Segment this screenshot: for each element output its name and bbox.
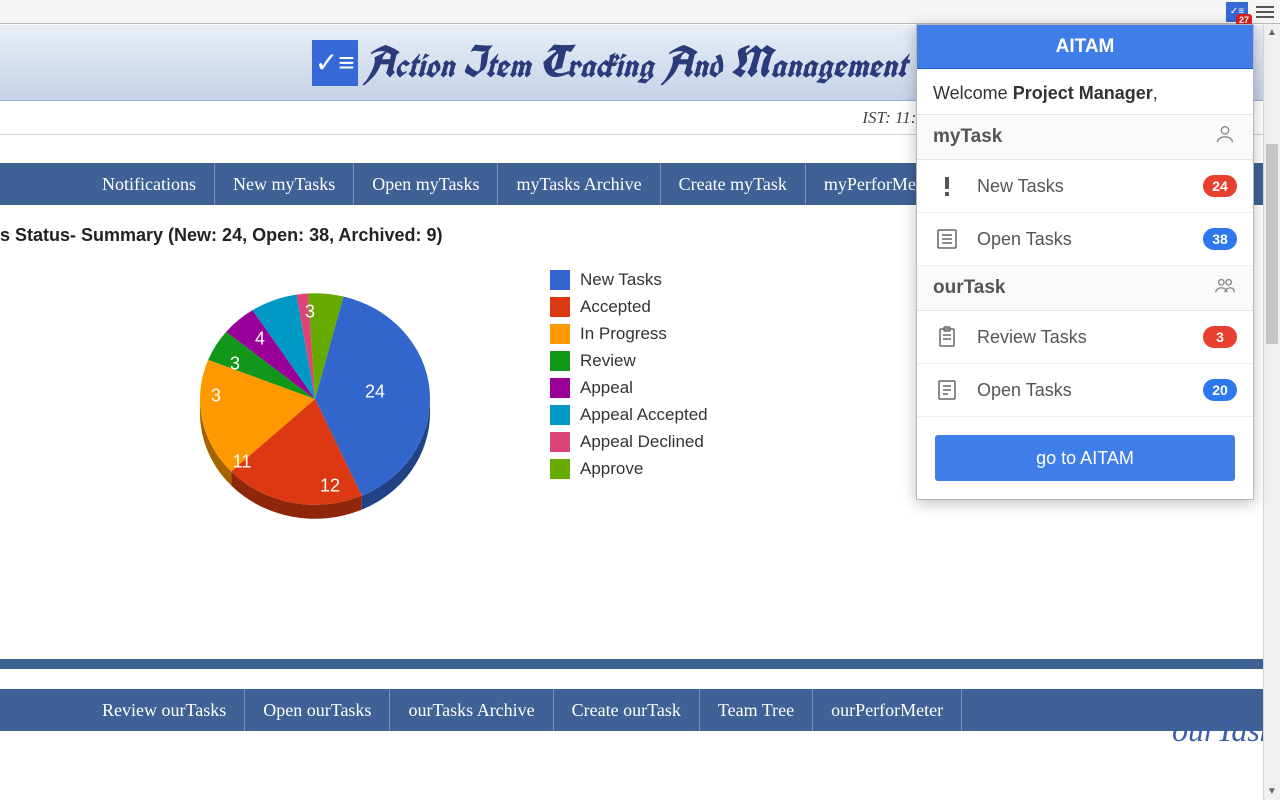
popup-section-ourtask: ourTask [917, 266, 1253, 311]
legend-label: New Tasks [580, 270, 662, 290]
nav-item-ourtasks-archive[interactable]: ourTasks Archive [390, 689, 553, 731]
nav-item-ourperformeter[interactable]: ourPerforMeter [813, 689, 962, 731]
extension-icon[interactable]: 27 [1226, 2, 1248, 22]
clipboard-icon [933, 323, 961, 351]
legend-label: Accepted [580, 297, 651, 317]
extension-popup: AITAM Welcome Project Manager, myTask New… [916, 24, 1254, 500]
legend-swatch-icon [550, 351, 570, 371]
section-title: myTask [933, 126, 1002, 148]
go-to-aitam-button[interactable]: go to AITAM [935, 435, 1235, 481]
count-badge: 3 [1203, 326, 1237, 348]
legend-item[interactable]: Accepted [550, 297, 708, 317]
popup-row-new-tasks[interactable]: New Tasks 24 [917, 160, 1253, 213]
section-label-ourtask: ourTask [1172, 712, 1274, 749]
nav-item-create-mytask[interactable]: Create myTask [661, 163, 806, 205]
nav-item-team-tree[interactable]: Team Tree [700, 689, 813, 731]
count-badge: 20 [1203, 379, 1237, 401]
row-label: New Tasks [977, 176, 1187, 197]
legend-item[interactable]: Appeal Declined [550, 432, 708, 452]
section-title: ourTask [933, 277, 1006, 299]
legend-swatch-icon [550, 432, 570, 452]
people-icon [1213, 274, 1237, 302]
row-label: Open Tasks [977, 380, 1187, 401]
scroll-down-icon[interactable]: ▼ [1264, 783, 1280, 800]
legend-label: Approve [580, 459, 643, 479]
exclaim-icon [933, 172, 961, 200]
row-label: Open Tasks [977, 229, 1187, 250]
popup-welcome: Welcome Project Manager, [917, 69, 1253, 115]
legend-item[interactable]: New Tasks [550, 270, 708, 290]
app-logo-icon: ✓≡ [312, 40, 358, 86]
browser-menu-icon[interactable] [1256, 3, 1274, 21]
popup-header: AITAM [917, 25, 1253, 69]
nav-ourtasks: Review ourTasksOpen ourTasksourTasks Arc… [0, 689, 1280, 731]
legend-swatch-icon [550, 270, 570, 290]
popup-row-open-tasks[interactable]: Open Tasks 38 [917, 213, 1253, 266]
welcome-suffix: , [1153, 83, 1158, 103]
app-title: Action Item Tracking And Management [364, 34, 907, 91]
scroll-thumb[interactable] [1266, 144, 1278, 344]
doc-icon [933, 376, 961, 404]
list-icon [933, 225, 961, 253]
legend-item[interactable]: Appeal Accepted [550, 405, 708, 425]
row-label: Review Tasks [977, 327, 1187, 348]
legend-item[interactable]: Approve [550, 459, 708, 479]
nav-item-notifications[interactable]: Notifications [84, 163, 215, 205]
legend-item[interactable]: Review [550, 351, 708, 371]
legend-swatch-icon [550, 378, 570, 398]
legend-swatch-icon [550, 297, 570, 317]
nav-item-review-ourtasks[interactable]: Review ourTasks [84, 689, 245, 731]
divider-bar [0, 659, 1280, 669]
legend-label: Appeal Declined [580, 432, 704, 452]
count-badge: 38 [1203, 228, 1237, 250]
nav-item-open-ourtasks[interactable]: Open ourTasks [245, 689, 390, 731]
popup-section-mytask: myTask [917, 115, 1253, 160]
legend-label: Review [580, 351, 636, 371]
person-icon [1213, 123, 1237, 151]
legend-item[interactable]: In Progress [550, 324, 708, 344]
legend-swatch-icon [550, 324, 570, 344]
legend-label: In Progress [580, 324, 667, 344]
welcome-username: Project Manager [1013, 83, 1153, 103]
legend-label: Appeal [580, 378, 633, 398]
pie-chart: 2412113343 [170, 264, 490, 544]
nav-item-new-mytasks[interactable]: New myTasks [215, 163, 354, 205]
count-badge: 24 [1203, 175, 1237, 197]
legend-item[interactable]: Appeal [550, 378, 708, 398]
vertical-scrollbar[interactable]: ▲ ▼ [1263, 24, 1280, 800]
popup-row-review-tasks[interactable]: Review Tasks 3 [917, 311, 1253, 364]
chart-legend: New Tasks Accepted In Progress Review Appeal… [550, 264, 708, 479]
nav-item-create-ourtask[interactable]: Create ourTask [554, 689, 700, 731]
nav-item-mytasks-archive[interactable]: myTasks Archive [498, 163, 660, 205]
popup-row-open-tasks[interactable]: Open Tasks 20 [917, 364, 1253, 417]
browser-toolbar: 27 [0, 0, 1280, 24]
nav-item-open-mytasks[interactable]: Open myTasks [354, 163, 498, 205]
legend-swatch-icon [550, 405, 570, 425]
welcome-prefix: Welcome [933, 83, 1013, 103]
legend-swatch-icon [550, 459, 570, 479]
scroll-up-icon[interactable]: ▲ [1264, 24, 1280, 41]
legend-label: Appeal Accepted [580, 405, 708, 425]
